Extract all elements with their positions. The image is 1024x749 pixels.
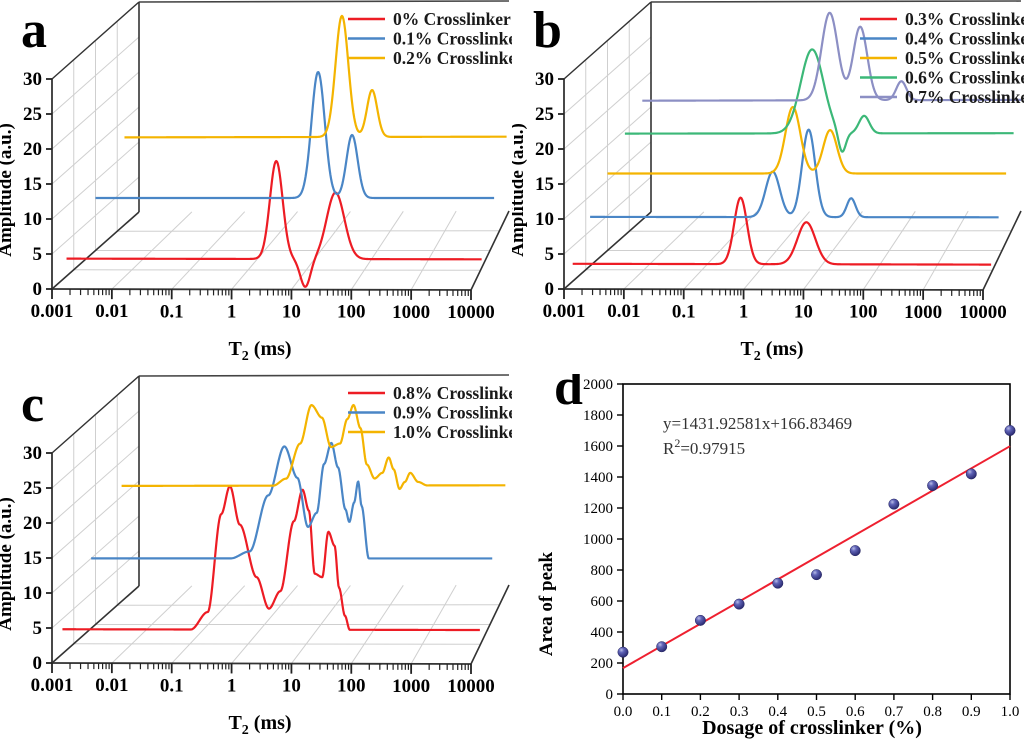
svg-text:15: 15 <box>23 174 42 195</box>
svg-text:0.1% Crosslinker: 0.1% Crosslinker <box>393 29 512 49</box>
svg-text:400: 400 <box>591 625 614 641</box>
svg-text:20: 20 <box>23 513 42 534</box>
svg-text:1600: 1600 <box>583 439 613 455</box>
svg-text:Amplitude (a.u.): Amplitude (a.u.) <box>512 123 528 257</box>
svg-text:0: 0 <box>33 653 43 674</box>
svg-text:5: 5 <box>33 618 43 639</box>
svg-text:0.001: 0.001 <box>31 675 74 696</box>
svg-text:0.01: 0.01 <box>95 301 128 322</box>
svg-text:10: 10 <box>282 676 301 697</box>
svg-text:30: 30 <box>23 69 42 90</box>
svg-text:Area of peak: Area of peak <box>536 551 557 656</box>
svg-text:0.0: 0.0 <box>614 704 633 720</box>
svg-text:100: 100 <box>337 302 366 323</box>
svg-text:25: 25 <box>535 104 554 125</box>
svg-text:800: 800 <box>591 563 614 579</box>
svg-text:0: 0 <box>33 279 43 300</box>
svg-text:1: 1 <box>739 301 749 322</box>
svg-text:0.001: 0.001 <box>543 301 586 322</box>
svg-text:10: 10 <box>535 209 554 230</box>
svg-text:0% Crosslinker: 0% Crosslinker <box>393 9 511 29</box>
svg-text:100: 100 <box>849 302 878 323</box>
svg-text:Amplitude (a.u.): Amplitude (a.u.) <box>0 123 16 257</box>
svg-text:Dosage of crosslinker (%): Dosage of crosslinker (%) <box>702 717 922 739</box>
svg-text:0.1: 0.1 <box>672 301 696 322</box>
svg-text:1000: 1000 <box>583 532 613 548</box>
svg-text:b: b <box>533 2 562 59</box>
svg-text:1800: 1800 <box>583 408 613 424</box>
svg-text:d: d <box>554 374 583 416</box>
svg-text:0: 0 <box>606 687 614 703</box>
svg-text:100: 100 <box>337 676 366 697</box>
svg-text:10000: 10000 <box>447 676 495 697</box>
svg-text:0.7% Crosslinker: 0.7% Crosslinker <box>905 87 1024 107</box>
svg-text:2000: 2000 <box>583 377 613 393</box>
svg-text:10: 10 <box>282 302 301 323</box>
svg-text:200: 200 <box>591 656 614 672</box>
svg-text:0.9% Crosslinker: 0.9% Crosslinker <box>393 403 512 423</box>
svg-text:0.01: 0.01 <box>607 301 640 322</box>
svg-text:10: 10 <box>794 302 813 323</box>
svg-text:0.8: 0.8 <box>923 704 942 720</box>
svg-text:0.9: 0.9 <box>962 704 981 720</box>
svg-text:10: 10 <box>23 583 42 604</box>
svg-text:1000: 1000 <box>392 676 430 697</box>
svg-text:1200: 1200 <box>583 501 613 517</box>
svg-text:Amplitude (a.u.): Amplitude (a.u.) <box>0 497 16 631</box>
svg-text:1400: 1400 <box>583 470 613 486</box>
svg-text:25: 25 <box>23 104 42 125</box>
svg-text:1.0: 1.0 <box>1001 704 1020 720</box>
svg-text:c: c <box>21 376 44 433</box>
svg-text:5: 5 <box>545 244 555 265</box>
svg-text:20: 20 <box>23 139 42 160</box>
svg-text:0.8% Crosslinker: 0.8% Crosslinker <box>393 383 512 403</box>
svg-text:0.2% Crosslinker: 0.2% Crosslinker <box>393 48 512 68</box>
svg-text:0.5% Crosslinker: 0.5% Crosslinker <box>905 48 1024 68</box>
svg-text:600: 600 <box>591 594 614 610</box>
svg-text:5: 5 <box>33 244 43 265</box>
svg-text:30: 30 <box>535 69 554 90</box>
svg-text:0.1: 0.1 <box>160 301 184 322</box>
svg-text:15: 15 <box>23 548 42 569</box>
svg-text:10000: 10000 <box>959 302 1007 323</box>
svg-text:20: 20 <box>535 139 554 160</box>
svg-text:0.3% Crosslinker: 0.3% Crosslinker <box>905 9 1024 29</box>
svg-text:10: 10 <box>23 209 42 230</box>
svg-text:0.01: 0.01 <box>95 675 128 696</box>
svg-text:15: 15 <box>535 174 554 195</box>
svg-text:1.0% Crosslinker: 1.0% Crosslinker <box>393 422 512 442</box>
svg-text:0.1: 0.1 <box>160 675 184 696</box>
svg-text:1000: 1000 <box>392 302 430 323</box>
svg-text:0.001: 0.001 <box>31 301 74 322</box>
svg-text:0.6% Crosslinker: 0.6% Crosslinker <box>905 68 1024 88</box>
svg-text:0.4% Crosslinker: 0.4% Crosslinker <box>905 29 1024 49</box>
svg-text:30: 30 <box>23 443 42 464</box>
svg-text:0: 0 <box>545 279 555 300</box>
svg-text:1000: 1000 <box>904 302 942 323</box>
svg-text:a: a <box>21 2 47 59</box>
svg-text:1: 1 <box>227 675 237 696</box>
svg-text:25: 25 <box>23 478 42 499</box>
svg-text:10000: 10000 <box>447 302 495 323</box>
svg-text:0.1: 0.1 <box>652 704 671 720</box>
svg-text:1: 1 <box>227 301 237 322</box>
svg-text:y=1431.92581x+166.83469: y=1431.92581x+166.83469 <box>663 414 852 433</box>
